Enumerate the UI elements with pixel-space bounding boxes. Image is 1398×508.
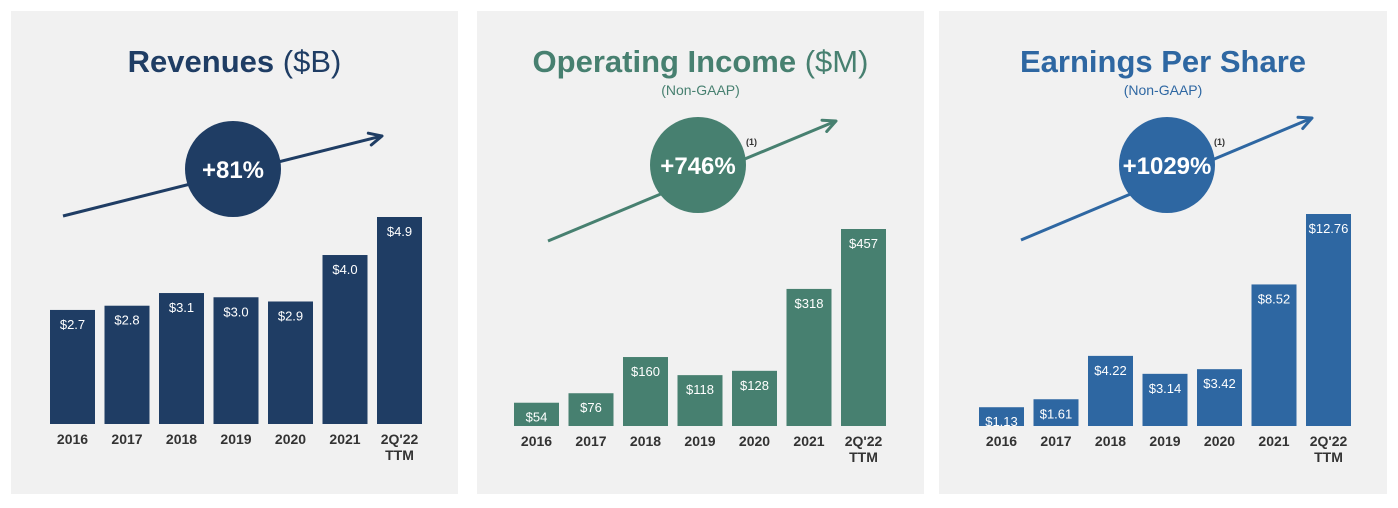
- footnote-marker: (1): [746, 137, 757, 147]
- bar-value-label: $118: [686, 382, 714, 397]
- bar-value-label: $457: [849, 236, 878, 251]
- bar-value-label: $160: [631, 364, 660, 379]
- x-tick-label: 2017: [575, 433, 606, 449]
- bar-3: [213, 297, 259, 424]
- bar-value-label: $128: [740, 378, 769, 393]
- chart-title-unit: ($B): [282, 44, 342, 79]
- bar-value-label: $318: [795, 296, 824, 311]
- x-tick-label: 2017: [111, 431, 142, 447]
- bar-value-label: $76: [580, 400, 602, 415]
- chart-title: Operating Income ($M): [477, 44, 924, 80]
- chart-title-unit: ($M): [804, 44, 869, 79]
- x-tick-label: 2016: [986, 433, 1017, 449]
- x-tick-label: 2018: [1095, 433, 1126, 449]
- eps-chart-panel: Earnings Per Share (Non-GAAP) $1.13 2016 $…: [939, 11, 1387, 494]
- bar-1: [1033, 399, 1079, 426]
- growth-badge-text: +1029%: [1123, 153, 1212, 180]
- x-tick-label: 2020: [275, 431, 306, 447]
- x-tick-label: 2020: [739, 433, 770, 449]
- x-tick-label: 2017: [1040, 433, 1071, 449]
- x-tick-label: 2019: [220, 431, 251, 447]
- bar-3: [677, 375, 723, 426]
- x-tick-label: 2Q'22 TTM: [1310, 433, 1348, 465]
- bar-4: [732, 370, 777, 426]
- bar-value-label: $3.14: [1149, 381, 1182, 396]
- growth-badge-text: +81%: [202, 157, 264, 184]
- x-tick-label: 2021: [1258, 433, 1289, 449]
- bar-value-label: $1.61: [1040, 406, 1073, 421]
- bar-value-label: $2.8: [114, 313, 139, 328]
- growth-badge-text: +746%: [660, 153, 735, 180]
- x-tick-label: 2018: [630, 433, 661, 449]
- bar-value-label: $4.22: [1094, 363, 1127, 378]
- bar-value-label: $54: [526, 410, 548, 425]
- bar-2: [1088, 355, 1133, 426]
- chart-title-text: Operating Income: [532, 44, 797, 79]
- x-tick-label: 2Q'22 TTM: [381, 431, 419, 463]
- chart-title: Revenues ($B): [11, 44, 458, 80]
- bar-6: [1306, 214, 1351, 426]
- revenues-chart-svg: $2.7 2016 $2.8 2017 $3.1 2018 $3.0 2019 $2.9 2020…: [50, 121, 422, 463]
- chart-title-text: Revenues: [127, 44, 275, 79]
- growth-badge: [185, 121, 281, 217]
- revenues-chart-panel: Revenues ($B) $2.7 2016 $2.8 2017 $3.1 2018 $3…: [11, 11, 458, 494]
- bar-value-label: $12.76: [1309, 221, 1349, 236]
- x-tick-label: 2021: [793, 433, 824, 449]
- chart-subtitle: (Non-GAAP): [1123, 82, 1203, 98]
- bar-value-label: $2.7: [60, 317, 85, 332]
- bar-5: [1251, 284, 1297, 426]
- bar-5: [322, 255, 368, 424]
- x-tick-label: 2021: [329, 431, 360, 447]
- bar-value-label: $4.0: [332, 262, 357, 277]
- growth-arrow-head: [366, 131, 384, 147]
- x-tick-label: 2020: [1204, 433, 1235, 449]
- bar-value-label: $3.42: [1203, 376, 1236, 391]
- bar-1: [568, 393, 614, 426]
- bar-5: [786, 288, 832, 426]
- chart-subtitle: (Non-GAAP): [661, 82, 740, 98]
- bar-0: [979, 407, 1024, 426]
- bar-value-label: $2.9: [278, 308, 303, 323]
- growth-arrow-head: [1296, 115, 1314, 130]
- bar-value-label: $4.9: [387, 224, 412, 239]
- bar-0: [50, 309, 95, 424]
- bar-value-label: $3.0: [223, 304, 248, 319]
- bar-4: [1197, 369, 1242, 426]
- footnote-marker: (1): [1214, 137, 1225, 147]
- bar-3: [1142, 373, 1188, 426]
- operating-income-chart-svg: $54 2016 $76 2017 $160 2018 $118 2019 $128 2020 $3…: [514, 117, 886, 465]
- growth-badge: [650, 117, 746, 213]
- growth-arrow-head: [820, 118, 838, 133]
- bar-4: [268, 301, 313, 424]
- x-tick-label: 2016: [57, 431, 88, 447]
- bar-0: [514, 402, 559, 426]
- bar-1: [104, 305, 150, 424]
- x-tick-label: 2019: [1149, 433, 1180, 449]
- bar-value-label: $1.13: [985, 414, 1018, 429]
- bar-6: [841, 229, 886, 426]
- chart-title-text: Earnings Per Share: [1019, 44, 1306, 79]
- chart-title: Earnings Per Share: [939, 44, 1387, 80]
- bar-2: [623, 357, 668, 426]
- bar-6: [377, 217, 422, 424]
- x-tick-label: 2018: [166, 431, 197, 447]
- x-tick-label: 2016: [521, 433, 552, 449]
- bar-2: [159, 293, 204, 424]
- eps-chart-svg: $1.13 2016 $1.61 2017 $4.22 2018 $3.14 2019 $3.4…: [979, 115, 1351, 465]
- x-tick-label: 2Q'22 TTM: [845, 433, 883, 465]
- x-tick-label: 2019: [684, 433, 715, 449]
- growth-badge: [1119, 117, 1215, 213]
- bar-value-label: $3.1: [169, 300, 194, 315]
- bar-value-label: $8.52: [1258, 291, 1291, 306]
- operating-income-chart-panel: Operating Income ($M) (Non-GAAP) $54 2016…: [477, 11, 924, 494]
